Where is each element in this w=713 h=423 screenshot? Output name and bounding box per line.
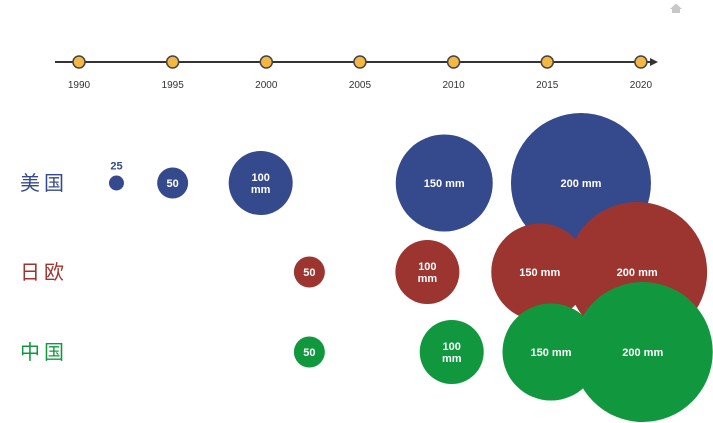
timeline-year-label: 2015 <box>536 80 559 91</box>
bubble: 150 mm <box>395 134 493 232</box>
bubble-label: 100 mm <box>418 261 438 285</box>
bubble: 200 mm <box>572 282 713 422</box>
series-label: 日欧 <box>20 260 68 284</box>
timeline-year-label: 2020 <box>630 80 653 91</box>
bubble: 100 mm <box>395 240 460 304</box>
bubble: 50 <box>157 167 189 199</box>
bubble-label: 200 mm <box>622 347 663 359</box>
home-icon <box>670 3 682 13</box>
series-label: 美国 <box>20 171 68 195</box>
bubble-circle <box>491 223 589 321</box>
timeline-marker <box>165 55 180 69</box>
bubble-circle <box>502 303 600 401</box>
bubble: 25 <box>108 161 124 191</box>
bubble: 150 mm <box>502 303 600 401</box>
bubble-label: 200 mm <box>617 267 658 279</box>
timeline-year-label: 1990 <box>68 80 91 91</box>
bubble-label: 100 mm <box>442 341 462 365</box>
bubble: 100 mm <box>228 151 293 215</box>
bubble-label: 50 <box>167 178 179 190</box>
timeline: 1990 1995 2000 2005 2010 2015 2020 <box>55 55 658 91</box>
timeline-year-label: 2005 <box>349 80 372 91</box>
timeline-year-label: 2010 <box>442 80 465 91</box>
bubble: 100 mm <box>419 320 484 384</box>
bubble-circle <box>157 167 189 199</box>
bubble-circle <box>572 282 713 422</box>
bubble-label: 150 mm <box>424 178 465 190</box>
timeline-marker <box>72 55 86 69</box>
timeline-year-label: 2000 <box>255 80 278 91</box>
bubble-circle <box>419 320 484 384</box>
bubble: 150 mm <box>491 223 589 321</box>
bubble-label: 100 mm <box>251 172 271 196</box>
bubble-label: 200 mm <box>560 178 601 190</box>
bubble-circle <box>293 256 325 288</box>
bubble: 50 <box>293 336 325 368</box>
bubble-circle <box>228 151 293 215</box>
bubble-circle <box>108 175 124 191</box>
bubble-layer: 25 50 100 mm 150 mm 200 mm 50 100 mm 150 mm 200 mm… <box>108 113 713 422</box>
bubble-label: 50 <box>303 267 315 279</box>
timeline-marker <box>540 55 554 69</box>
bubble-label: 50 <box>303 347 315 359</box>
bubble-label: 150 mm <box>519 267 560 279</box>
bubble-label: 25 <box>110 161 122 173</box>
bubble-circle <box>395 240 460 304</box>
bubble-label: 150 mm <box>531 347 572 359</box>
timeline-year-label: 1995 <box>162 80 185 91</box>
timeline-arrow-icon <box>650 58 658 66</box>
timeline-marker <box>259 55 274 69</box>
timeline-marker <box>446 55 461 69</box>
bubble-circle <box>293 336 325 368</box>
timeline-marker <box>634 55 648 69</box>
series-label: 中国 <box>20 340 68 364</box>
bubble-circle <box>395 134 493 232</box>
bubble: 50 <box>293 256 325 288</box>
timeline-marker <box>353 55 367 69</box>
